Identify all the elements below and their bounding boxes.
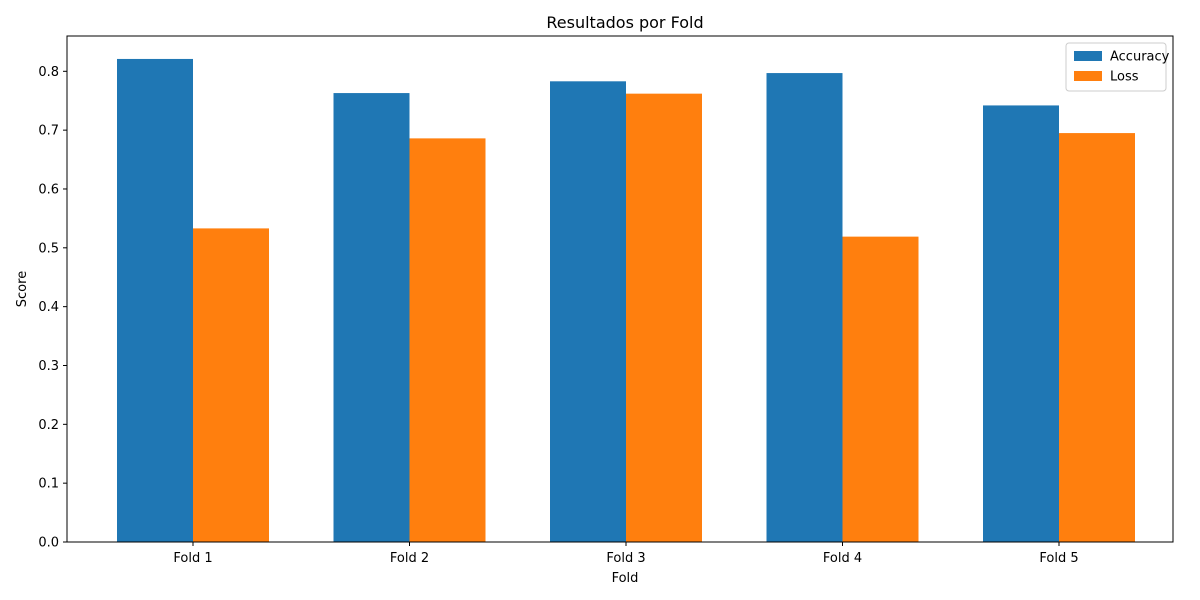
y-tick-label: 0.6 — [38, 182, 59, 197]
bar-loss-5 — [1059, 133, 1135, 542]
bar-accuracy-1 — [117, 58, 193, 543]
legend-swatch-loss — [1074, 71, 1102, 81]
y-tick-label: 0.5 — [38, 241, 59, 256]
bar-accuracy-2 — [333, 93, 410, 543]
legend-label-accuracy: Accuracy — [1110, 50, 1170, 65]
y-tick-label: 0.7 — [38, 124, 59, 139]
y-tick-label: 0.2 — [38, 418, 59, 433]
chart-title: Resultados por Fold — [546, 13, 703, 32]
x-tick-label-2: Fold 2 — [390, 551, 429, 566]
y-tick-label: 0.8 — [38, 65, 59, 80]
bar-loss-1 — [193, 228, 269, 542]
bar-accuracy-4 — [766, 73, 843, 542]
bar-accuracy-3 — [550, 81, 626, 542]
bars-group — [117, 58, 1135, 543]
x-axis-label: Fold — [612, 571, 639, 586]
y-tick-label: 0.3 — [38, 359, 59, 374]
bar-loss-2 — [409, 138, 486, 542]
bar-loss-4 — [842, 236, 919, 542]
legend-label-loss: Loss — [1110, 70, 1139, 85]
legend-swatch-accuracy — [1074, 51, 1102, 61]
y-axis: 0.0 0.1 0.2 0.3 0.4 0.5 0.6 0.7 0.8 — [38, 65, 67, 551]
x-tick-label-3: Fold 3 — [606, 551, 645, 566]
y-tick-label: 0.1 — [38, 477, 59, 492]
x-tick-label-4: Fold 4 — [823, 551, 862, 566]
bar-accuracy-5 — [983, 105, 1059, 542]
legend: Accuracy Loss — [1065, 42, 1170, 92]
y-axis-label: Score — [15, 271, 30, 307]
x-tick-label-1: Fold 1 — [173, 551, 212, 566]
y-tick-label: 0.0 — [38, 536, 59, 551]
y-tick-label: 0.4 — [38, 300, 59, 315]
x-axis: Fold 1 Fold 2 Fold 3 Fold 4 Fold 5 — [173, 542, 1079, 566]
bar-loss-3 — [626, 93, 702, 542]
x-tick-label-5: Fold 5 — [1039, 551, 1078, 566]
plot-frame — [66, 35, 1174, 543]
